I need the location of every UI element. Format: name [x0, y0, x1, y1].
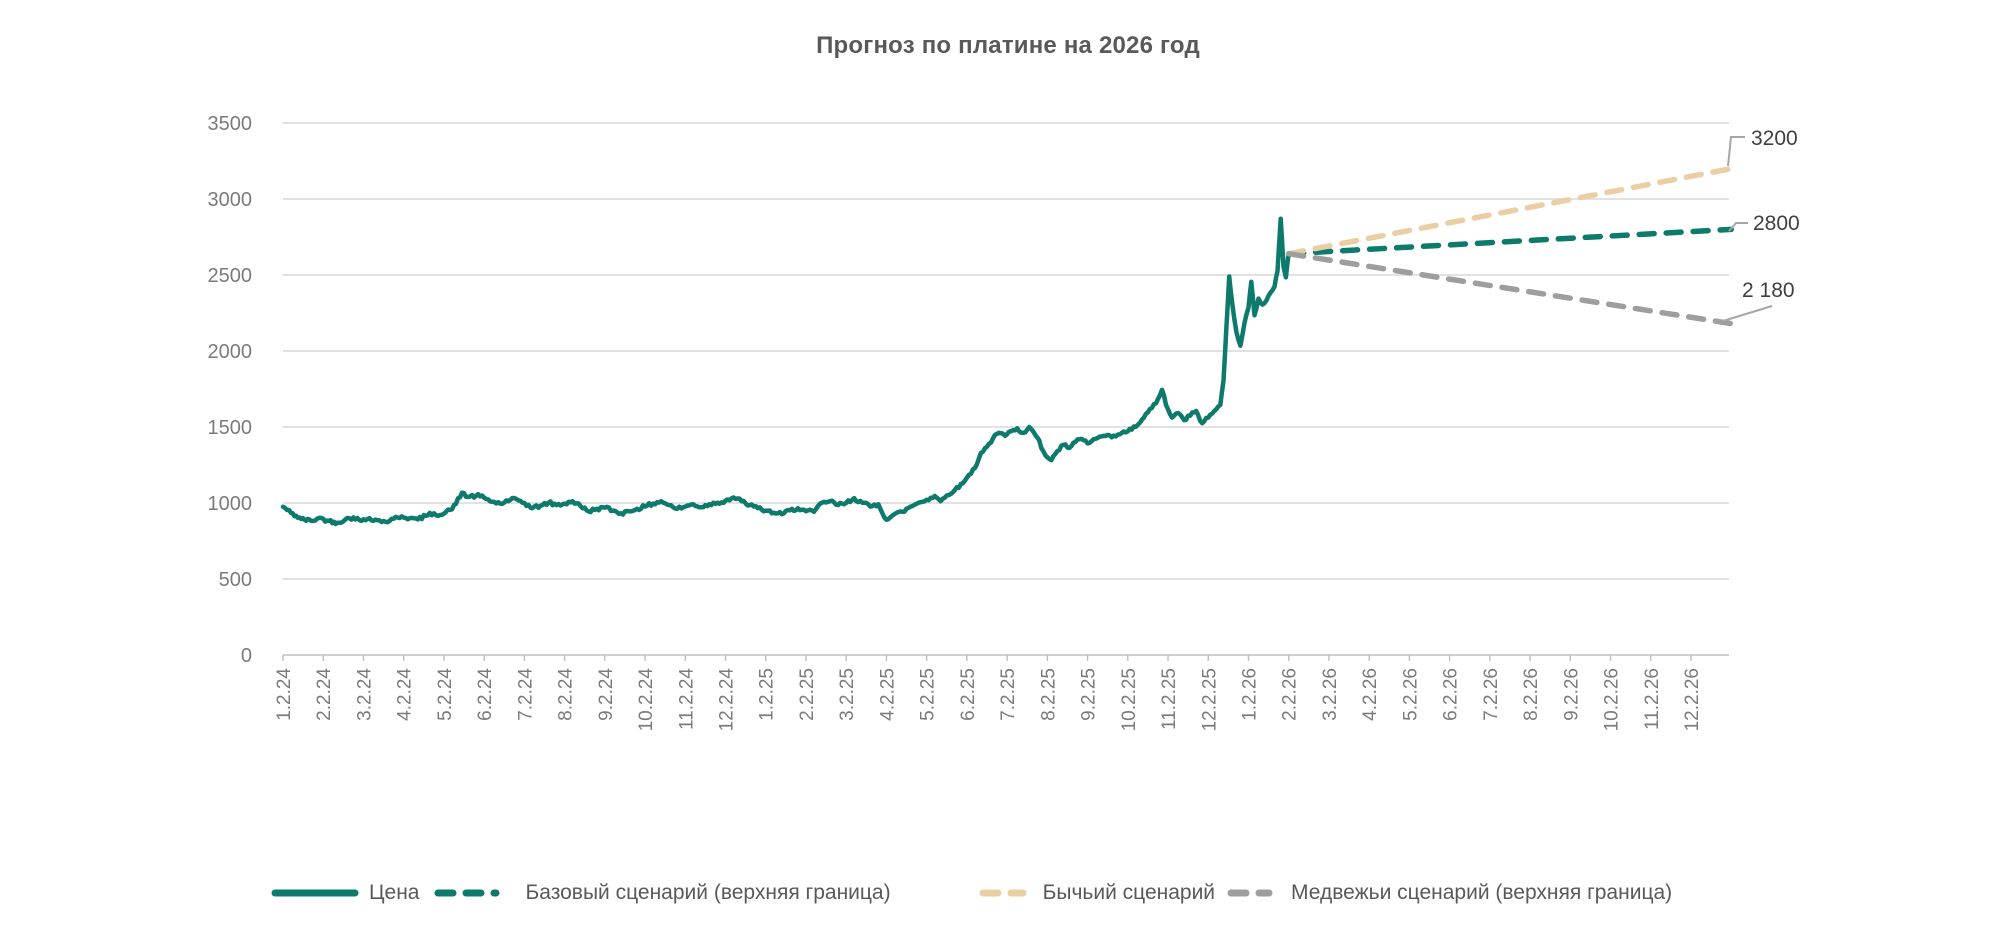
legend-label-bull-scenario: Бычьий сценарий — [1042, 881, 1216, 904]
x-axis-tick-label: 12.2.26 — [1682, 668, 1703, 731]
x-axis-tick-label: 6.2.25 — [958, 668, 979, 721]
y-axis-tick-label: 3500 — [208, 113, 253, 135]
x-axis-tick-label: 11.2.25 — [1159, 668, 1180, 730]
x-axis-tick-label: 1.2.24 — [274, 668, 295, 721]
callout-value-label: 2 180 — [1742, 279, 1795, 302]
x-axis-tick-label: 5.2.25 — [918, 668, 939, 721]
y-axis-tick-label: 1000 — [208, 493, 253, 515]
x-axis-tick-label: 4.2.25 — [877, 668, 898, 721]
chart-title: Прогноз по платине на 2026 год — [816, 32, 1200, 59]
x-axis-tick-label: 6.2.24 — [475, 668, 496, 721]
x-axis-tick-label: 7.2.25 — [998, 668, 1019, 721]
callout-leader-line — [1727, 136, 1745, 167]
y-axis-tick-label: 3000 — [208, 189, 253, 211]
x-axis-tick-label: 2.2.26 — [1280, 668, 1301, 721]
x-axis-tick-label: 8.2.26 — [1521, 668, 1542, 721]
x-axis-tick-label: 2.2.25 — [797, 668, 818, 721]
x-axis-tick-label: 10.2.24 — [636, 668, 657, 732]
x-axis-tick-label: 1.2.26 — [1239, 668, 1260, 721]
legend-line-sample-price — [271, 889, 359, 897]
callout-value-label: 3200 — [1751, 127, 1798, 150]
x-axis-tick-label: 5.2.24 — [435, 668, 456, 721]
x-axis-tick-label: 7.2.26 — [1481, 668, 1502, 721]
x-axis-tick-label: 2.2.24 — [314, 668, 335, 721]
x-axis-tick-label: 11.2.26 — [1642, 668, 1663, 730]
x-axis-tick-label: 1.2.25 — [757, 668, 778, 721]
legend-dash-sample-base-scenario — [434, 889, 499, 897]
x-axis-tick-label: 10.2.26 — [1602, 668, 1623, 731]
forecast-line-3 — [1285, 250, 1734, 327]
x-axis-tick-label: 3.2.26 — [1320, 668, 1341, 721]
x-axis-tick-label: 12.2.25 — [1199, 668, 1220, 731]
legend-item-base-scenario: Базовый сценарий (верхняя граница) — [420, 881, 891, 905]
callout-value-label: 2800 — [1753, 212, 1800, 235]
y-axis-tick-label: 500 — [219, 569, 252, 591]
forecast-line-1 — [1285, 226, 1734, 257]
y-axis-tick-label: 0 — [241, 645, 252, 667]
legend-label-base-scenario: Базовый сценарий (верхняя граница) — [525, 881, 891, 904]
legend-item-bull-scenario: Бычьий сценарий — [891, 881, 1215, 905]
y-axis-tick-label: 2500 — [208, 265, 253, 287]
legend-label-bear-scenario: Медвежьи сценарий (верхняя граница) — [1291, 881, 1673, 904]
x-axis-tick-label: 9.2.24 — [596, 668, 617, 721]
callout-leader-line — [1722, 305, 1773, 322]
x-axis-tick-label: 4.2.24 — [395, 668, 416, 721]
chart-legend: Цена Базовый сценарий (верхняя граница) … — [271, 876, 1672, 910]
callout-leader-line — [1728, 222, 1748, 232]
x-axis-tick-label: 6.2.26 — [1441, 668, 1462, 721]
x-axis-tick-label: 9.2.25 — [1079, 668, 1100, 721]
plot-area: 0 500 1000 1500 2000 2500 3000 3500 1.2.24 2.2.24… — [208, 113, 1800, 732]
x-axis-tick-label: 5.2.26 — [1400, 668, 1421, 721]
x-axis-tick-label: 8.2.25 — [1038, 668, 1059, 721]
x-axis-tick-label: 11.2.24 — [676, 668, 697, 730]
x-axis-tick-label: 3.2.24 — [354, 668, 375, 721]
x-axis-tick-label: 12.2.24 — [717, 668, 738, 732]
x-axis-tick-label: 8.2.24 — [556, 668, 577, 721]
x-axis-tick-label: 9.2.26 — [1561, 668, 1582, 721]
y-axis-tick-label: 2000 — [208, 341, 253, 363]
legend-item-price: Цена — [271, 881, 420, 905]
price-line — [280, 216, 1291, 527]
x-axis-tick-label: 7.2.24 — [515, 668, 536, 721]
x-axis-tick-label: 4.2.26 — [1360, 668, 1381, 721]
x-axis-tick-label: 10.2.25 — [1119, 668, 1140, 731]
legend-dash-sample-bear-scenario — [1227, 889, 1273, 897]
legend-item-bear-scenario: Медвежьи сценарий (верхняя граница) — [1215, 881, 1672, 905]
x-axis-tick-label: 3.2.25 — [837, 668, 858, 721]
y-axis-tick-label: 1500 — [208, 417, 253, 439]
forecast-line-2 — [1285, 165, 1734, 257]
legend-dash-sample-bull-scenario — [979, 889, 1027, 897]
legend-label-price: Цена — [369, 881, 420, 904]
